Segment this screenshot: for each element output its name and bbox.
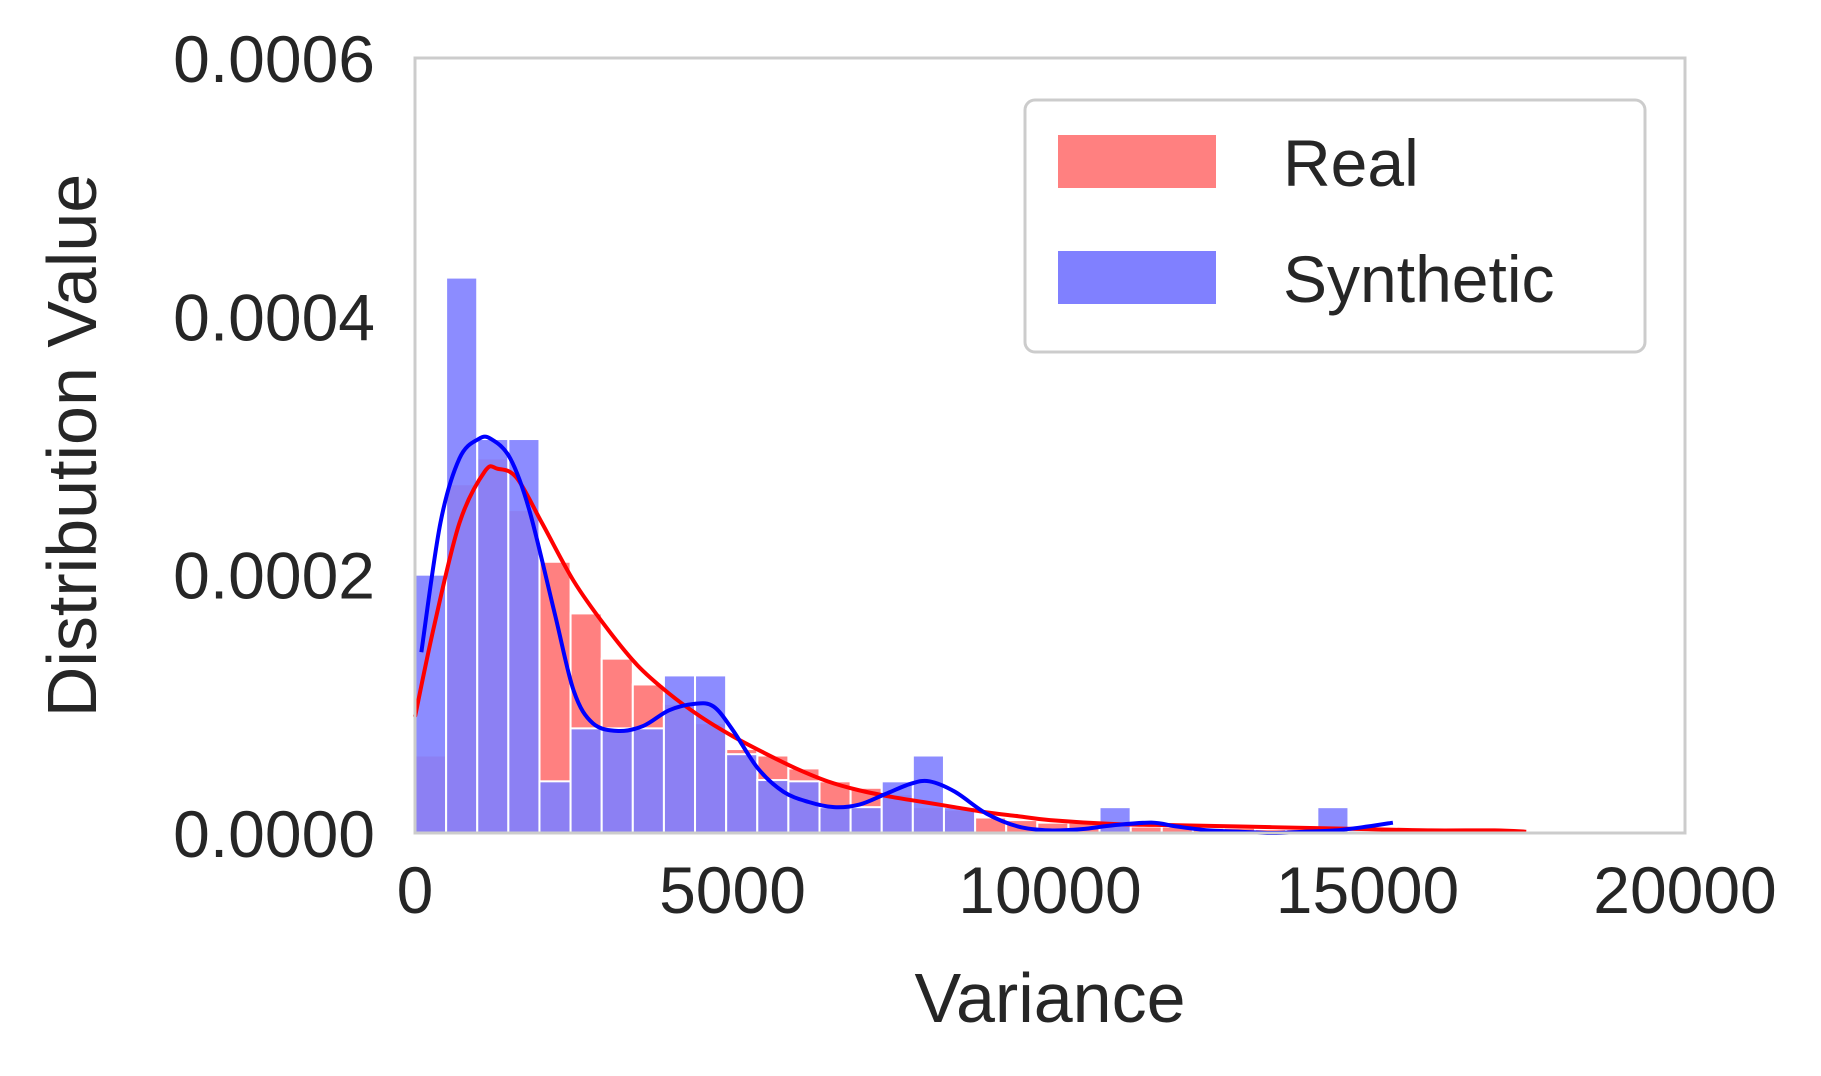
bar-synthetic — [787, 780, 821, 834]
plot-frame — [413, 56, 1687, 835]
bar-synthetic — [756, 779, 790, 835]
x-tick-label: 20000 — [1593, 853, 1777, 927]
legend-swatch-synthetic — [1058, 251, 1216, 304]
bar-synthetic — [911, 754, 945, 834]
bar-synthetic — [1098, 806, 1132, 835]
x-tick-label: 0 — [397, 853, 434, 927]
legend: Real Synthetic — [1023, 98, 1647, 354]
bar-synthetic — [818, 806, 852, 835]
bars-layer — [414, 276, 1537, 835]
kde-layer — [413, 434, 1527, 836]
ticks-layer: 0 5000 10000 15000 20000 0.0000 0.0002 0.0004 0.… — [173, 22, 1777, 927]
bar-synthetic — [476, 438, 510, 834]
legend-swatch-real — [1058, 135, 1216, 188]
y-tick-label: 0.0002 — [173, 539, 375, 613]
kde-line-real — [413, 464, 1527, 834]
bar-synthetic — [849, 806, 883, 835]
legend-label-real: Real — [1283, 126, 1419, 200]
kde-line-synthetic — [419, 434, 1394, 836]
bar-synthetic — [662, 674, 697, 835]
x-tick-label: 15000 — [1276, 853, 1460, 927]
bar-synthetic — [694, 674, 728, 835]
y-tick-label: 0.0000 — [173, 797, 375, 871]
bar-synthetic — [538, 780, 572, 834]
x-tick-label: 5000 — [659, 853, 806, 927]
bar-synthetic — [600, 727, 634, 834]
bar-synthetic — [569, 727, 603, 834]
x-axis-label: Variance — [914, 959, 1185, 1037]
x-tick-label: 10000 — [958, 853, 1142, 927]
y-tick-label: 0.0004 — [173, 280, 375, 354]
bar-synthetic — [725, 753, 759, 834]
legend-label-synthetic: Synthetic — [1283, 242, 1554, 316]
y-tick-label: 0.0006 — [173, 22, 375, 96]
y-axis-label: Distribution Value — [33, 174, 111, 717]
bar-synthetic — [631, 727, 665, 834]
